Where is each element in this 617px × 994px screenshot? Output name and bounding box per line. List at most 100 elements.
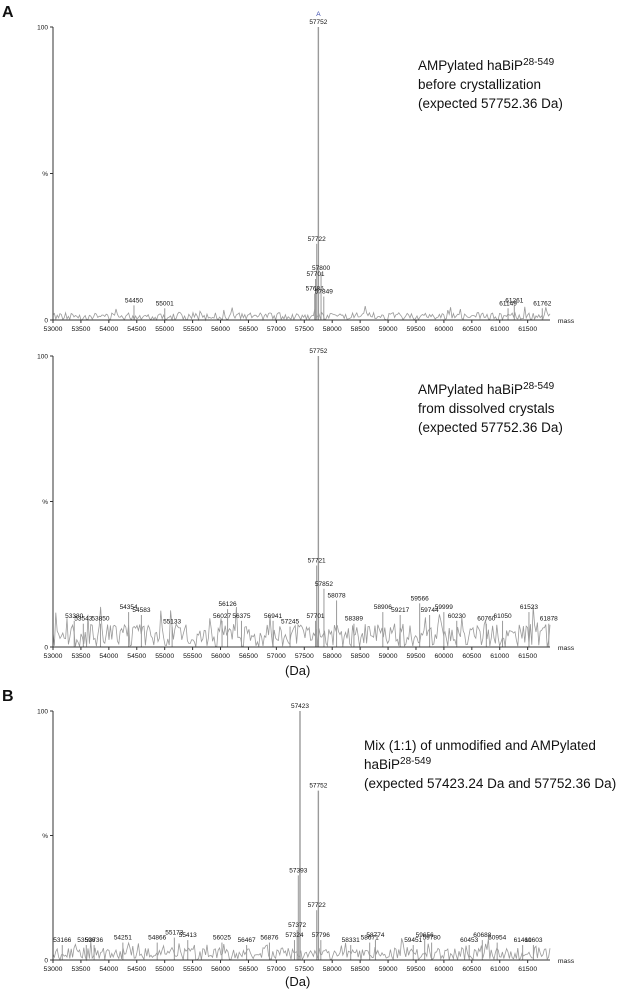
spectrum-1-y-tick-label-0: 0 (44, 318, 48, 325)
spectrum-3-peak-label-57722: 57722 (308, 902, 326, 909)
spectrum-1-y-tick-label-100: 100 (37, 25, 48, 32)
spectrum-3-peak-label-57752: 57752 (309, 783, 327, 790)
spectrum-3-x-tick-label-60500: 60500 (462, 966, 481, 973)
spectrum-2-peak-label-53543: 53543 (74, 616, 92, 623)
spectrum-3-y-tick-label-100: 100 (37, 709, 48, 716)
spectrum-3-peak-label-57423: 57423 (291, 703, 309, 710)
spectrum-3-peak-label-58671: 58671 (361, 935, 379, 942)
spectrum-1-peak-label-57722: 57722 (308, 236, 326, 243)
spectrum-2-peak-label-57852: 57852 (315, 581, 333, 588)
spectrum-3-peak-label-54251: 54251 (114, 935, 132, 942)
spectrum-3-x-tick-label-56500: 56500 (239, 966, 258, 973)
spectrum-2-x-axis-label: mass (558, 645, 575, 652)
annotation-3-line3: (expected 57423.24 Da and 57752.36 Da) (364, 776, 617, 791)
spectrum-3-x-tick-label-55500: 55500 (183, 966, 202, 973)
spectrum-1-x-tick-label-55000: 55000 (155, 326, 174, 333)
spectrum-2-peak-label-61050: 61050 (493, 613, 511, 620)
annotation-1-line1: AMPylated haBiP (418, 58, 524, 73)
annotation-spectrum-1: AMPylated haBiP28-549 before crystalliza… (418, 56, 563, 113)
spectrum-1-x-tick-label-55500: 55500 (183, 326, 202, 333)
spectrum-2-x-tick-label-56500: 56500 (239, 653, 258, 660)
spectrum-2-peak-label-56126: 56126 (219, 601, 237, 608)
annotation-1-line2: before crystallization (418, 77, 542, 92)
spectrum-1-x-tick-label-58000: 58000 (323, 326, 342, 333)
spectrum-1-x-tick-label-54500: 54500 (127, 326, 146, 333)
spectrum-2-x-tick-label-53500: 53500 (71, 653, 90, 660)
spectrum-2-x-tick-label-53000: 53000 (44, 653, 63, 660)
spectrum-1-x-tick-label-57000: 57000 (267, 326, 286, 333)
spectrum-1-x-tick-label-56000: 56000 (211, 326, 230, 333)
spectrum-3-x-tick-label-54000: 54000 (99, 966, 118, 973)
spectrum-3-x-tick-label-57000: 57000 (267, 966, 286, 973)
spectrum-1-x-axis-label: mass (558, 318, 575, 325)
spectrum-2-peak-label-55133: 55133 (163, 619, 181, 626)
spectrum-3-x-tick-label-61500: 61500 (518, 966, 537, 973)
spectrum-2-peak-label-56375: 56375 (232, 613, 250, 620)
da-label-spectrum-3: (Da) (285, 974, 311, 989)
spectrum-2-x-tick-label-56000: 56000 (211, 653, 230, 660)
spectrum-2-y-tick-label-100: 100 (37, 354, 48, 361)
spectrum-3-peak-label-54866: 54866 (148, 935, 166, 942)
spectrum-2-peak-label-59566: 59566 (411, 595, 429, 602)
spectrum-2-x-tick-label-60000: 60000 (434, 653, 453, 660)
annotation-spectrum-2: AMPylated haBiP28-549 from dissolved cry… (418, 380, 563, 437)
spectrum-3-y-tick-label-50: % (42, 833, 48, 840)
spectrum-3-x-tick-label-53000: 53000 (44, 966, 63, 973)
spectrum-2-peak-label-58389: 58389 (345, 616, 363, 623)
da-label-spectrum-2: (Da) (285, 663, 311, 678)
spectrum-1-peak-label-57849: 57849 (315, 289, 333, 296)
spectrum-2-peak-label-59744: 59744 (421, 607, 439, 614)
spectrum-2-peak-label-53380: 53380 (65, 613, 83, 620)
spectrum-2-x-tick-label-54500: 54500 (127, 653, 146, 660)
spectrum-2-peak-label-54583: 54583 (132, 607, 150, 614)
spectrum-3-x-tick-label-55000: 55000 (155, 966, 174, 973)
spectrum-2-x-tick-label-55000: 55000 (155, 653, 174, 660)
annotation-2-line1: AMPylated haBiP (418, 382, 524, 397)
spectrum-3-peak-label-60954: 60954 (488, 935, 506, 942)
spectrum-2-peak-label-61523: 61523 (520, 604, 538, 611)
spectrum-3-peak-label-53736: 53736 (85, 937, 103, 944)
spectrum-1-y-tick-label-50: % (42, 171, 48, 178)
spectrum-2-x-tick-label-58000: 58000 (323, 653, 342, 660)
annotation-3-line2: haBiP (364, 757, 401, 772)
spectrum-3-peak-label-53596: 53596 (77, 937, 95, 944)
spectrum-3-peak-label-56467: 56467 (238, 937, 256, 944)
spectrum-2-peak-label-58906: 58906 (374, 604, 392, 611)
annotation-1-line3: (expected 57752.36 Da) (418, 96, 563, 111)
spectrum-1-peak-label-57701: 57701 (306, 271, 324, 278)
annotation-spectrum-3: Mix (1:1) of unmodified and AMPylated ha… (364, 736, 616, 793)
spectrum-1-x-tick-label-58500: 58500 (351, 326, 370, 333)
spectrum-3-y-tick-label-0: 0 (44, 958, 48, 965)
spectrum-3-peak-label-56025: 56025 (213, 935, 231, 942)
spectrum-3-peak-label-57796: 57796 (312, 932, 330, 939)
spectrum-1-noise-trace (52, 306, 551, 322)
spectrum-2-peak-label-53850: 53850 (91, 616, 109, 623)
spectrum-2-x-tick-label-61000: 61000 (490, 653, 509, 660)
spectrum-1-peak-label-54450: 54450 (125, 297, 143, 304)
spectrum-2-x-tick-label-59500: 59500 (407, 653, 426, 660)
spectrum-3-peak-label-61603: 61603 (524, 937, 542, 944)
annotation-2-line3: (expected 57752.36 Da) (418, 420, 563, 435)
spectrum-2-x-tick-label-54000: 54000 (99, 653, 118, 660)
spectrum-2-peak-label-59999: 59999 (435, 604, 453, 611)
spectrum-1-peak-label-55001: 55001 (156, 300, 174, 307)
spectrum-3-x-tick-label-57500: 57500 (295, 966, 314, 973)
spectrum-3-x-tick-label-60000: 60000 (434, 966, 453, 973)
spectrum-1-x-tick-label-54000: 54000 (99, 326, 118, 333)
spectrum-3-peak-label-58331: 58331 (342, 937, 360, 944)
spectrum-2-peak-label-56941: 56941 (264, 613, 282, 620)
spectrum-3-x-tick-label-59000: 59000 (379, 966, 398, 973)
spectrum-1-peak-label-57686: 57686 (306, 286, 324, 293)
spectrum-2-peak-label-57701: 57701 (306, 613, 324, 620)
spectrum-3-peak-label-59451: 59451 (404, 937, 422, 944)
spectrum-2-x-tick-label-60500: 60500 (462, 653, 481, 660)
spectrum-2-x-tick-label-58500: 58500 (351, 653, 370, 660)
spectrum-2-peak-label-60760: 60760 (477, 616, 495, 623)
annotation-3-line1: Mix (1:1) of unmodified and AMPylated (364, 738, 596, 753)
spectrum-3-x-tick-label-59500: 59500 (407, 966, 426, 973)
annotation-3-sup: 28-549 (400, 756, 432, 767)
spectrum-3-x-tick-label-58000: 58000 (323, 966, 342, 973)
spectrum-3-peak-label-60688: 60688 (473, 932, 491, 939)
spectrum-1-x-tick-label-60000: 60000 (434, 326, 453, 333)
